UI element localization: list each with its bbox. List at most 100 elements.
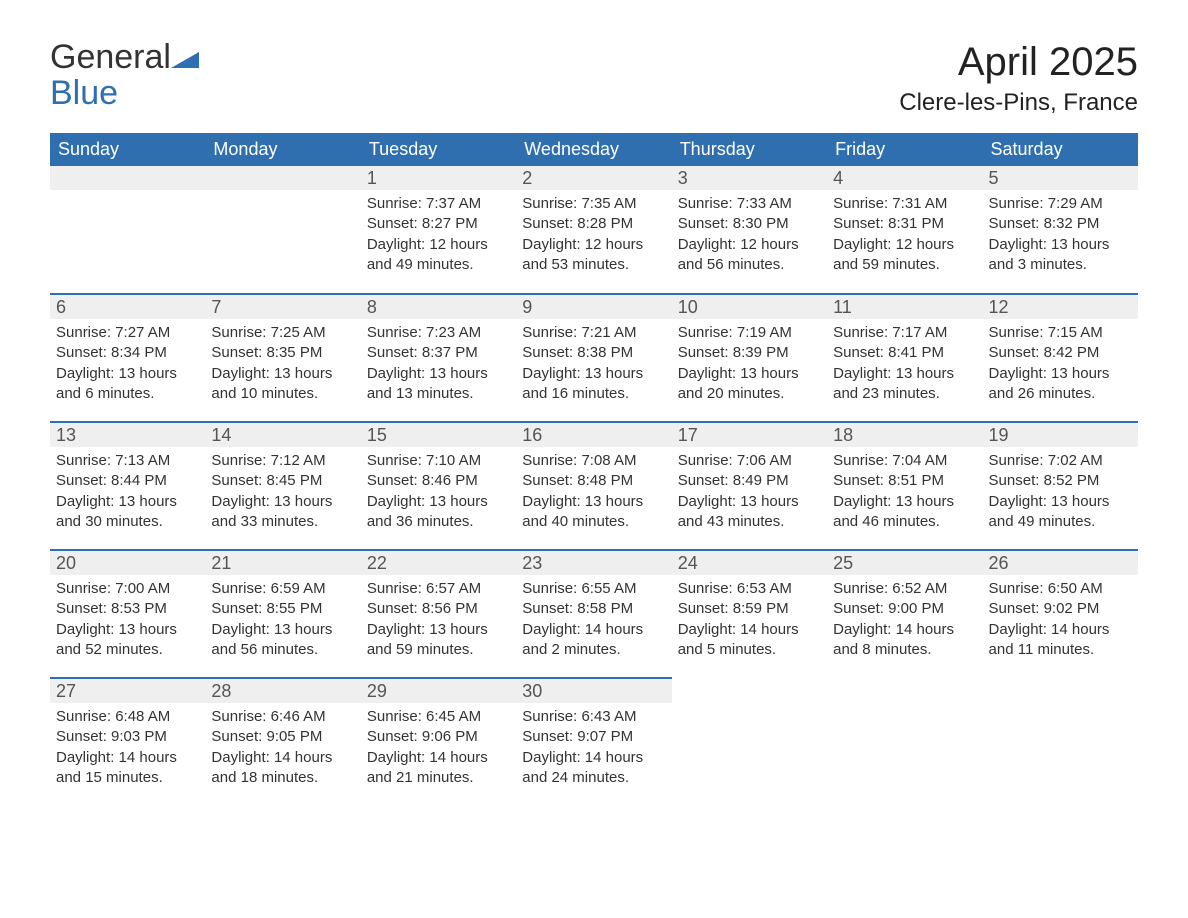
header-row: General Blue April 2025 Clere-les-Pins, … <box>50 40 1138 127</box>
sunset-text: Sunset: 9:00 PM <box>833 599 976 619</box>
daylight-text: Daylight: 14 hours <box>56 748 199 768</box>
calendar-day-cell: 26Sunrise: 6:50 AMSunset: 9:02 PMDayligh… <box>983 550 1138 678</box>
calendar-week-row: 27Sunrise: 6:48 AMSunset: 9:03 PMDayligh… <box>50 678 1138 806</box>
day-number: 19 <box>983 423 1138 447</box>
day-number <box>827 678 982 702</box>
calendar-day-cell: 2Sunrise: 7:35 AMSunset: 8:28 PMDaylight… <box>516 166 671 294</box>
sunset-text: Sunset: 8:27 PM <box>367 214 510 234</box>
calendar-body: 1Sunrise: 7:37 AMSunset: 8:27 PMDaylight… <box>50 166 1138 806</box>
day-number: 21 <box>205 551 360 575</box>
sunrise-text: Sunrise: 7:37 AM <box>367 194 510 214</box>
calendar-week-row: 1Sunrise: 7:37 AMSunset: 8:27 PMDaylight… <box>50 166 1138 294</box>
day-number: 15 <box>361 423 516 447</box>
sunset-text: Sunset: 8:49 PM <box>678 471 821 491</box>
daylight-text: Daylight: 13 hours <box>989 235 1132 255</box>
calendar-day-cell: 23Sunrise: 6:55 AMSunset: 8:58 PMDayligh… <box>516 550 671 678</box>
sunset-text: Sunset: 9:06 PM <box>367 727 510 747</box>
day-content: Sunrise: 6:50 AMSunset: 9:02 PMDaylight:… <box>983 575 1138 670</box>
day-number <box>983 678 1138 702</box>
weekday-header: Saturday <box>983 133 1138 166</box>
sunset-text: Sunset: 8:55 PM <box>211 599 354 619</box>
day-number <box>50 166 205 190</box>
calendar-day-cell <box>50 166 205 294</box>
daylight-text: and 33 minutes. <box>211 512 354 532</box>
daylight-text: and 3 minutes. <box>989 255 1132 275</box>
weekday-header: Monday <box>205 133 360 166</box>
day-content: Sunrise: 7:06 AMSunset: 8:49 PMDaylight:… <box>672 447 827 542</box>
sunset-text: Sunset: 9:07 PM <box>522 727 665 747</box>
sunrise-text: Sunrise: 7:31 AM <box>833 194 976 214</box>
brand-text: General Blue <box>50 40 199 111</box>
day-content <box>205 190 360 204</box>
sunset-text: Sunset: 8:41 PM <box>833 343 976 363</box>
daylight-text: and 59 minutes. <box>833 255 976 275</box>
sunset-text: Sunset: 8:45 PM <box>211 471 354 491</box>
day-number: 22 <box>361 551 516 575</box>
sunrise-text: Sunrise: 6:52 AM <box>833 579 976 599</box>
sunset-text: Sunset: 8:31 PM <box>833 214 976 234</box>
sunrise-text: Sunrise: 6:50 AM <box>989 579 1132 599</box>
daylight-text: and 46 minutes. <box>833 512 976 532</box>
day-number: 23 <box>516 551 671 575</box>
daylight-text: and 24 minutes. <box>522 768 665 788</box>
daylight-text: Daylight: 12 hours <box>833 235 976 255</box>
day-content: Sunrise: 7:21 AMSunset: 8:38 PMDaylight:… <box>516 319 671 414</box>
sunset-text: Sunset: 9:02 PM <box>989 599 1132 619</box>
sunrise-text: Sunrise: 7:00 AM <box>56 579 199 599</box>
daylight-text: Daylight: 13 hours <box>833 492 976 512</box>
sunset-text: Sunset: 8:39 PM <box>678 343 821 363</box>
day-number: 1 <box>361 166 516 190</box>
sunrise-text: Sunrise: 6:48 AM <box>56 707 199 727</box>
daylight-text: and 59 minutes. <box>367 640 510 660</box>
calendar-day-cell: 8Sunrise: 7:23 AMSunset: 8:37 PMDaylight… <box>361 294 516 422</box>
day-content: Sunrise: 7:31 AMSunset: 8:31 PMDaylight:… <box>827 190 982 285</box>
calendar-day-cell: 6Sunrise: 7:27 AMSunset: 8:34 PMDaylight… <box>50 294 205 422</box>
calendar-day-cell: 18Sunrise: 7:04 AMSunset: 8:51 PMDayligh… <box>827 422 982 550</box>
sunset-text: Sunset: 8:30 PM <box>678 214 821 234</box>
daylight-text: Daylight: 14 hours <box>522 620 665 640</box>
calendar-day-cell: 19Sunrise: 7:02 AMSunset: 8:52 PMDayligh… <box>983 422 1138 550</box>
daylight-text: and 8 minutes. <box>833 640 976 660</box>
daylight-text: Daylight: 14 hours <box>678 620 821 640</box>
day-number <box>205 166 360 190</box>
sunset-text: Sunset: 8:59 PM <box>678 599 821 619</box>
sunset-text: Sunset: 8:38 PM <box>522 343 665 363</box>
daylight-text: Daylight: 13 hours <box>211 364 354 384</box>
daylight-text: and 30 minutes. <box>56 512 199 532</box>
day-content: Sunrise: 6:46 AMSunset: 9:05 PMDaylight:… <box>205 703 360 798</box>
calendar-week-row: 20Sunrise: 7:00 AMSunset: 8:53 PMDayligh… <box>50 550 1138 678</box>
daylight-text: Daylight: 14 hours <box>367 748 510 768</box>
sunrise-text: Sunrise: 7:29 AM <box>989 194 1132 214</box>
daylight-text: Daylight: 13 hours <box>522 492 665 512</box>
daylight-text: Daylight: 13 hours <box>367 364 510 384</box>
day-content: Sunrise: 6:43 AMSunset: 9:07 PMDaylight:… <box>516 703 671 798</box>
daylight-text: and 56 minutes. <box>211 640 354 660</box>
daylight-text: and 52 minutes. <box>56 640 199 660</box>
day-number <box>672 678 827 702</box>
calendar-week-row: 13Sunrise: 7:13 AMSunset: 8:44 PMDayligh… <box>50 422 1138 550</box>
calendar-day-cell: 24Sunrise: 6:53 AMSunset: 8:59 PMDayligh… <box>672 550 827 678</box>
day-number: 14 <box>205 423 360 447</box>
day-content: Sunrise: 7:19 AMSunset: 8:39 PMDaylight:… <box>672 319 827 414</box>
daylight-text: Daylight: 12 hours <box>522 235 665 255</box>
sunset-text: Sunset: 8:32 PM <box>989 214 1132 234</box>
calendar-day-cell: 28Sunrise: 6:46 AMSunset: 9:05 PMDayligh… <box>205 678 360 806</box>
day-number: 27 <box>50 679 205 703</box>
sunrise-text: Sunrise: 7:33 AM <box>678 194 821 214</box>
calendar-day-cell: 5Sunrise: 7:29 AMSunset: 8:32 PMDaylight… <box>983 166 1138 294</box>
daylight-text: and 21 minutes. <box>367 768 510 788</box>
daylight-text: Daylight: 14 hours <box>989 620 1132 640</box>
calendar-header: SundayMondayTuesdayWednesdayThursdayFrid… <box>50 133 1138 166</box>
daylight-text: Daylight: 13 hours <box>522 364 665 384</box>
sunrise-text: Sunrise: 7:25 AM <box>211 323 354 343</box>
daylight-text: Daylight: 13 hours <box>56 620 199 640</box>
calendar-day-cell: 11Sunrise: 7:17 AMSunset: 8:41 PMDayligh… <box>827 294 982 422</box>
sunrise-text: Sunrise: 6:53 AM <box>678 579 821 599</box>
calendar-day-cell <box>672 678 827 806</box>
daylight-text: and 23 minutes. <box>833 384 976 404</box>
day-content: Sunrise: 6:53 AMSunset: 8:59 PMDaylight:… <box>672 575 827 670</box>
day-content: Sunrise: 7:15 AMSunset: 8:42 PMDaylight:… <box>983 319 1138 414</box>
sunrise-text: Sunrise: 7:35 AM <box>522 194 665 214</box>
day-content: Sunrise: 7:37 AMSunset: 8:27 PMDaylight:… <box>361 190 516 285</box>
brand-line1: General <box>50 38 171 76</box>
